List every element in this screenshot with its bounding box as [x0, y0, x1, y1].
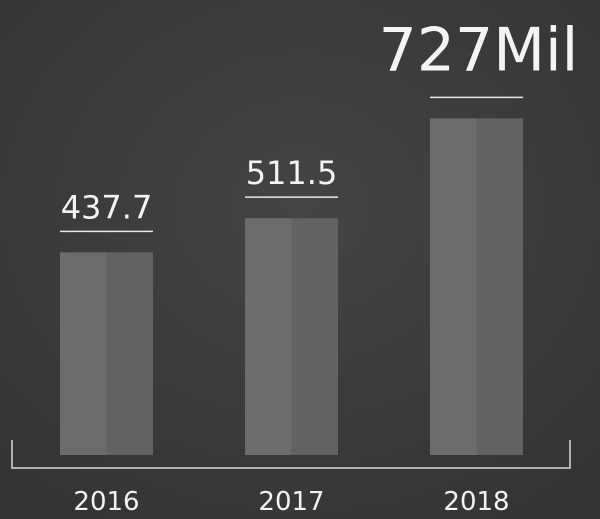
bar: [60, 252, 153, 455]
bar: [245, 218, 338, 455]
bar-shade: [106, 252, 153, 455]
bar-shade: [291, 218, 338, 455]
value-label: 437.7: [61, 188, 153, 226]
baseline-bracket: [11, 440, 571, 469]
x-tick-label: 2018: [443, 487, 509, 517]
x-tick-label: 2016: [73, 487, 139, 517]
x-tick-label: 2017: [258, 487, 324, 517]
bar-shade: [476, 118, 523, 456]
value-label: 727Mil: [379, 15, 579, 85]
value-label: 511.5: [246, 154, 338, 192]
bar: [430, 118, 523, 456]
